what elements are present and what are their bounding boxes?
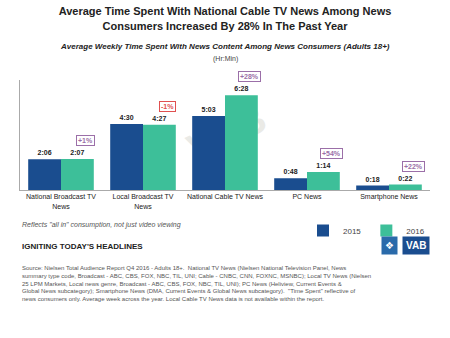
svg-text:(Hr:Min): (Hr:Min) [213, 55, 238, 63]
svg-text:❖: ❖ [385, 240, 394, 251]
svg-text:2016: 2016 [406, 227, 424, 236]
svg-text:Smartphone News: Smartphone News [360, 193, 418, 201]
svg-text:4:27: 4:27 [152, 115, 166, 122]
svg-text:IGNITING TODAY'S HEADLINES: IGNITING TODAY'S HEADLINES [22, 242, 143, 251]
svg-text:0:18: 0:18 [366, 176, 380, 183]
svg-text:4:30: 4:30 [120, 114, 134, 121]
svg-text:0:22: 0:22 [398, 175, 412, 182]
svg-text:National Broadcast TVNews: National Broadcast TVNews [26, 193, 96, 209]
svg-text:0:48: 0:48 [284, 168, 298, 175]
svg-text:-1%: -1% [161, 103, 174, 110]
svg-text:+28%: +28% [240, 73, 259, 80]
svg-text:2015: 2015 [343, 227, 361, 236]
svg-text:Source: Nielsen Total Audience: Source: Nielsen Total Audience Report Q4… [22, 265, 371, 302]
svg-text:+54%: +54% [322, 150, 341, 157]
svg-text:Local Broadcast TVNews: Local Broadcast TVNews [113, 193, 174, 209]
svg-text:+22%: +22% [404, 163, 423, 170]
svg-text:6:28: 6:28 [234, 85, 248, 92]
svg-text:Reflects "all in" consumption,: Reflects "all in" consumption, not just … [22, 221, 181, 229]
svg-text:Average Time Spent With Nation: Average Time Spent With National Cable T… [59, 5, 392, 31]
svg-text:2:06: 2:06 [38, 149, 52, 156]
svg-text:5:03: 5:03 [202, 106, 216, 113]
svg-text:National Cable TV News: National Cable TV News [187, 193, 264, 200]
svg-text:PC News: PC News [292, 193, 322, 200]
svg-text:VAB: VAB [180, 96, 272, 170]
svg-text:1:14: 1:14 [316, 162, 330, 169]
svg-text:Average Weekly Time Spent With: Average Weekly Time Spent With News Cont… [60, 42, 390, 51]
svg-text:+1%: +1% [78, 137, 93, 144]
svg-text:2:07: 2:07 [70, 149, 84, 156]
svg-text:VAB: VAB [406, 240, 426, 251]
